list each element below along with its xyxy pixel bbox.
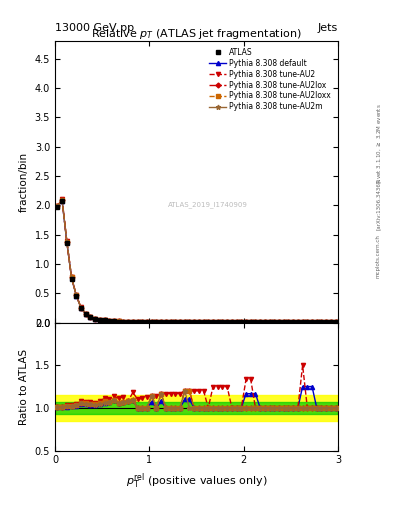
Text: mcplots.cern.ch: mcplots.cern.ch: [376, 234, 380, 278]
Legend: ATLAS, Pythia 8.308 default, Pythia 8.308 tune-AU2, Pythia 8.308 tune-AU2lox, Py: ATLAS, Pythia 8.308 default, Pythia 8.30…: [206, 45, 334, 115]
Text: ATLAS_2019_I1740909: ATLAS_2019_I1740909: [168, 201, 248, 208]
Title: Relative $p_T$ (ATLAS jet fragmentation): Relative $p_T$ (ATLAS jet fragmentation): [91, 27, 302, 41]
Y-axis label: Ratio to ATLAS: Ratio to ATLAS: [19, 349, 29, 424]
X-axis label: $p_{\mathrm{T}}^{\mathrm{rel}}$ (positive values only): $p_{\mathrm{T}}^{\mathrm{rel}}$ (positiv…: [126, 471, 267, 490]
Text: [arXiv:1306.3436]: [arXiv:1306.3436]: [376, 180, 380, 230]
Text: Jets: Jets: [318, 23, 338, 33]
Y-axis label: fraction/bin: fraction/bin: [19, 152, 29, 212]
Text: Rivet 3.1.10, $\geq$ 3.2M events: Rivet 3.1.10, $\geq$ 3.2M events: [375, 103, 383, 184]
Text: 13000 GeV pp: 13000 GeV pp: [55, 23, 134, 33]
